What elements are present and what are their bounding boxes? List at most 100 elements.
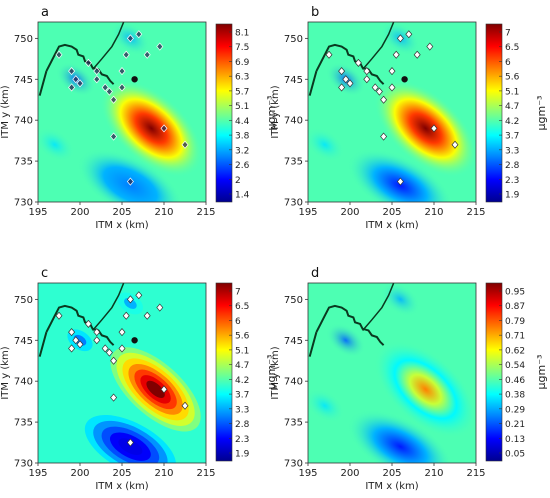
station-marker: [118, 83, 126, 92]
station-marker: [426, 42, 434, 51]
station-marker: [430, 124, 438, 133]
station-marker: [105, 348, 113, 357]
panel-d: 195 200 205 210 215 730 735 740 745 750 ITM x (km)…: [270, 266, 548, 492]
y-tick-label: 735: [14, 157, 33, 168]
station-marker: [405, 30, 413, 39]
y-tick-label: 740: [284, 116, 303, 127]
x-tick-label: 200: [340, 207, 359, 218]
station-marker: [68, 67, 76, 76]
coldspot-region: [77, 148, 184, 202]
station-marker: [135, 30, 143, 39]
coldspot-region: [347, 409, 454, 463]
road-line: [92, 22, 125, 70]
colorbar-tick-label: 6.5: [235, 302, 249, 312]
colorbar-tick-label: 6.5: [505, 43, 519, 53]
colorbar-tick-label: 0.05: [505, 450, 525, 460]
station-marker: [84, 58, 92, 67]
coastline: [38, 331, 48, 357]
colorbar-tick-label: 0.21: [505, 420, 525, 430]
station-marker: [118, 328, 126, 337]
colorbar-tick-label: 1.4: [235, 191, 250, 201]
y-tick-label: 730: [284, 198, 303, 209]
colorbar-tick-label: 2: [235, 176, 241, 186]
y-tick-label: 750: [14, 34, 33, 45]
colorbar-tick-label: 5.7: [235, 87, 249, 97]
colorbar-tick-label: 5.1: [505, 87, 519, 97]
colorbar-tick-label: 2.6: [235, 161, 250, 171]
colorbar-tick-label: 5.1: [235, 102, 249, 112]
station-marker: [392, 50, 400, 59]
y-axis-label: ITM y (km): [270, 85, 281, 138]
station-marker: [375, 87, 383, 96]
hotspot-region: [374, 340, 476, 438]
panel-b: 195 200 205 210 215 730 735 740 745 750 ITM x (km)…: [270, 5, 548, 231]
y-tick-label: 750: [284, 34, 303, 45]
panel-a: 195 200 205 210 215 730 735 740 745 750 ITM x (km)…: [0, 5, 278, 231]
station-marker: [93, 67, 101, 76]
colorbar-tick-label: 0.79: [505, 317, 525, 327]
x-tick-label: 215: [196, 468, 215, 479]
station-marker: [110, 132, 118, 141]
y-axis-label: ITM y (km): [0, 346, 11, 399]
colorbar-tick-label: 4.7: [505, 102, 519, 112]
x-axis-label: ITM x (km): [365, 481, 418, 492]
x-axis-label: ITM x (km): [95, 220, 148, 231]
station-marker: [105, 87, 113, 96]
x-tick-label: 210: [424, 468, 443, 479]
y-tick-label: 750: [284, 295, 303, 306]
colorbar-tick-label: 2.8: [235, 420, 250, 430]
y-tick-label: 735: [284, 157, 303, 168]
x-tick-label: 195: [28, 207, 47, 218]
colorbar-tick-label: 0.13: [505, 435, 525, 445]
x-tick-label: 195: [298, 207, 317, 218]
road-line: [362, 22, 395, 70]
colorbar-tick-label: 5.1: [235, 346, 249, 356]
station-marker: [126, 34, 134, 43]
y-tick-label: 745: [14, 75, 33, 86]
station-marker: [325, 50, 333, 59]
x-tick-label: 195: [28, 468, 47, 479]
station-marker: [342, 75, 350, 84]
colorbar-tick-label: 8.1: [235, 29, 249, 39]
station-marker: [68, 344, 76, 353]
station-marker: [143, 50, 151, 59]
x-tick-label: 195: [298, 468, 317, 479]
y-tick-label: 750: [14, 295, 33, 306]
station-marker: [135, 291, 143, 300]
colorbar-tick-label: 7: [505, 29, 511, 39]
station-marker: [93, 75, 101, 84]
low-region: [38, 127, 75, 162]
station-marker: [181, 401, 189, 410]
colorbar-unit-label: μgm⁻³: [535, 96, 548, 131]
station-marker: [122, 50, 130, 59]
x-tick-label: 205: [112, 207, 131, 218]
station-marker: [143, 311, 151, 320]
road-line: [362, 283, 395, 331]
panel-label: b: [311, 5, 319, 20]
station-marker: [110, 95, 118, 104]
heatmap-field: [308, 22, 476, 202]
y-tick-label: 745: [284, 336, 303, 347]
colorbar-tick-label: 4.7: [235, 361, 249, 371]
station-marker: [110, 393, 118, 402]
colorbar-tick-label: 0.95: [505, 288, 525, 298]
colorbar: [215, 23, 233, 203]
low-region: [308, 388, 345, 423]
colorbar-tick-label: 0.29: [505, 405, 525, 415]
station-marker: [55, 311, 63, 320]
station-marker: [363, 67, 371, 76]
coastline: [315, 304, 385, 346]
colorbar-tick-label: 5.6: [235, 332, 250, 342]
colorbar: [485, 23, 503, 203]
colorbar-tick-label: 1.9: [505, 191, 520, 201]
hotspot-region: [374, 79, 476, 177]
station-marker: [380, 95, 388, 104]
station-marker: [68, 83, 76, 92]
station-marker: [338, 67, 346, 76]
colorbar: [485, 282, 503, 462]
station-marker: [84, 319, 92, 328]
y-tick-label: 740: [14, 116, 33, 127]
hotspot-region: [100, 79, 203, 177]
station-marker: [76, 340, 84, 349]
